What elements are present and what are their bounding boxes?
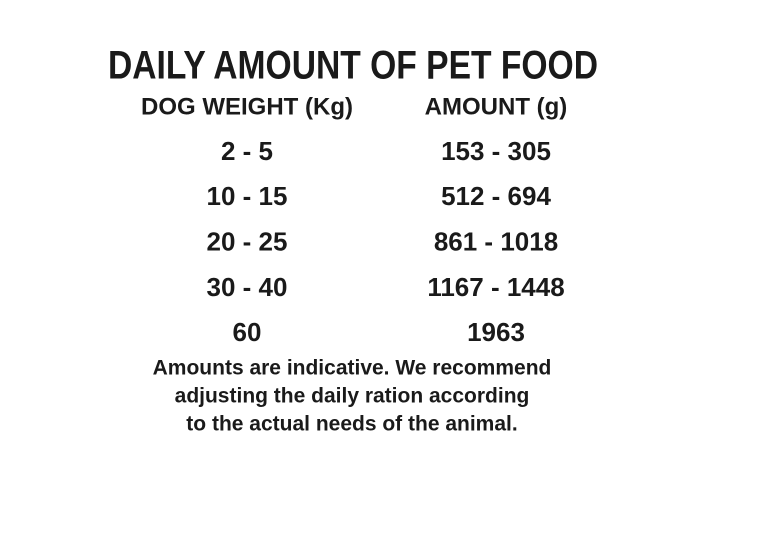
table-cell: 153 - 305 xyxy=(441,136,551,166)
note: Amounts are indicative. We recommend adju… xyxy=(153,357,552,436)
column-header: AMOUNT (g) xyxy=(425,93,568,120)
table-cell: 60 xyxy=(233,317,262,347)
table-cell: 2 - 5 xyxy=(221,136,273,166)
column-header: DOG WEIGHT (Kg) xyxy=(141,93,353,120)
table-cell: 1963 xyxy=(467,317,525,347)
note-line: adjusting the daily ration according xyxy=(175,385,530,408)
table: DOG WEIGHT (Kg) AMOUNT (g) 2 - 5 153 - 305 1… xyxy=(141,93,567,347)
table-cell: 861 - 1018 xyxy=(434,226,558,256)
title: DAILY AMOUNT OF PET FOOD xyxy=(108,44,598,88)
note-line: Amounts are indicative. We recommend xyxy=(153,357,552,380)
table-cell: 30 - 40 xyxy=(207,272,288,302)
table-cell: 512 - 694 xyxy=(441,181,551,211)
note-line: to the actual needs of the animal. xyxy=(186,413,517,436)
table-cell: 20 - 25 xyxy=(207,226,288,256)
table-cell: 10 - 15 xyxy=(207,181,288,211)
table-cell: 1167 - 1448 xyxy=(427,272,564,302)
